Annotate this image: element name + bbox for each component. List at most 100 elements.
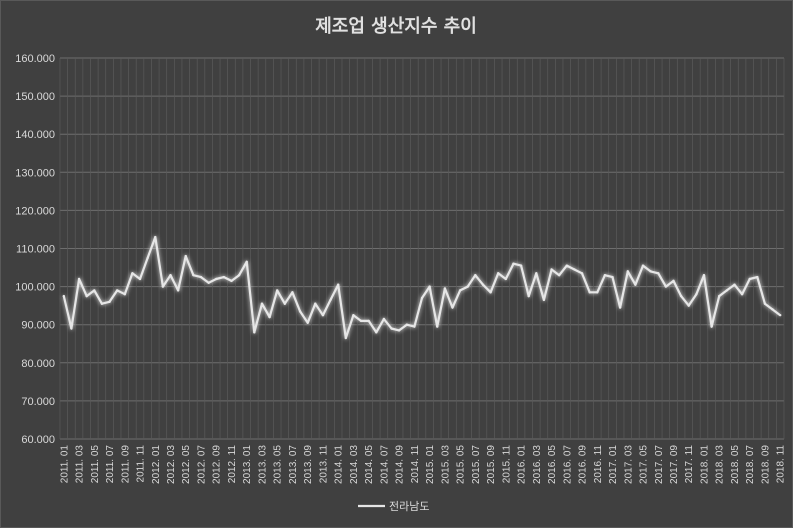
data-point: [100, 302, 104, 305]
x-tick-label: 2016. 11: [593, 445, 604, 484]
data-point: [504, 277, 508, 281]
data-point: [382, 317, 386, 321]
x-tick-label: 2013. 01: [242, 445, 253, 484]
data-point: [725, 289, 729, 292]
data-point: [138, 277, 142, 281]
x-tick-label: 2016. 01: [517, 445, 528, 484]
x-tick-label: 2011. 05: [90, 445, 101, 484]
x-tick-label: 2016. 03: [532, 445, 543, 484]
data-point: [253, 331, 256, 334]
data-point: [436, 325, 439, 328]
data-point: [367, 319, 370, 323]
data-point: [420, 296, 424, 300]
data-point: [611, 275, 614, 279]
x-tick-label: 2012. 11: [227, 445, 238, 484]
legend-label: 전라남도: [389, 500, 429, 513]
data-point: [123, 293, 126, 296]
data-point: [344, 336, 347, 340]
data-point: [428, 285, 431, 288]
x-tick-label: 2018. 07: [745, 445, 756, 484]
x-tick-label: 2015. 01: [425, 445, 436, 484]
x-tick-label: 2013. 05: [273, 445, 284, 484]
data-point: [458, 289, 462, 292]
data-point: [405, 323, 408, 326]
x-tick-label: 2013. 03: [257, 445, 268, 484]
data-point: [778, 313, 782, 317]
data-point: [550, 268, 553, 271]
data-point: [85, 294, 88, 298]
x-tick-label: 2018. 09: [760, 445, 771, 484]
y-tick-label: 70.000: [21, 396, 55, 408]
x-tick-label: 2011. 11: [136, 445, 147, 483]
data-point: [291, 291, 294, 294]
data-point: [481, 283, 485, 286]
data-point: [664, 285, 668, 288]
data-point: [70, 327, 73, 330]
data-point: [245, 260, 248, 264]
x-tick-label: 2017. 11: [684, 445, 695, 484]
data-point: [306, 321, 309, 324]
data-point: [314, 302, 317, 305]
x-tick-label: 2016. 07: [562, 445, 573, 484]
data-point: [710, 325, 713, 328]
x-tick-label: 2011. 03: [75, 445, 86, 484]
series-layer: [62, 235, 782, 340]
x-tick-label: 2017. 07: [654, 445, 665, 484]
x-tick-label: 2012. 01: [151, 445, 162, 484]
data-point: [565, 264, 568, 267]
data-point: [679, 294, 683, 298]
x-tick-label: 2015. 03: [440, 445, 451, 484]
x-tick-label: 2018. 01: [699, 445, 710, 484]
y-axis: 60.000 70.000 80.000 90.000 100.000 110.000 12…: [15, 53, 55, 446]
data-point: [161, 285, 165, 288]
x-tick-label: 2012. 07: [196, 445, 207, 484]
data-point: [527, 294, 530, 298]
x-tick-label: 2015. 09: [486, 445, 497, 484]
data-point: [321, 313, 325, 317]
data-point: [77, 277, 81, 281]
data-point: [169, 273, 172, 277]
x-tick-label: 2017. 09: [669, 445, 680, 484]
x-tick-label: 2014. 09: [395, 445, 406, 484]
x-tick-label: 2018. 03: [715, 445, 726, 484]
data-point: [375, 331, 378, 334]
data-point: [596, 291, 599, 294]
x-tick-label: 2014. 05: [364, 445, 375, 484]
data-point: [336, 283, 340, 286]
x-axis: 2011. 01 2011. 03 2011. 05 2011. 07 2011. 09…: [59, 445, 786, 484]
y-tick-label: 60.000: [21, 434, 55, 446]
data-point: [199, 275, 203, 279]
data-point: [230, 279, 233, 283]
x-tick-label: 2014. 07: [379, 445, 390, 484]
data-point: [695, 293, 698, 296]
x-tick-label: 2013. 09: [303, 445, 314, 484]
x-tick-label: 2013. 11: [318, 445, 329, 484]
data-point: [268, 315, 271, 319]
y-tick-label: 120.000: [15, 205, 55, 217]
data-point: [763, 302, 767, 305]
data-point: [702, 273, 706, 277]
x-tick-label: 2014. 11: [410, 445, 421, 484]
data-point: [733, 283, 736, 286]
x-tick-label: 2018. 11: [776, 445, 787, 484]
data-point: [618, 306, 622, 309]
data-point: [329, 298, 332, 302]
data-point: [535, 272, 538, 275]
data-point: [237, 273, 241, 277]
data-point: [222, 275, 226, 279]
data-point: [359, 319, 363, 323]
data-point: [580, 272, 584, 275]
x-tick-label: 2013. 07: [288, 445, 299, 484]
data-point: [276, 289, 279, 292]
x-tick-label: 2017. 05: [639, 445, 650, 484]
y-tick-label: 150.000: [15, 91, 55, 103]
x-tick-label: 2011. 07: [105, 445, 116, 484]
x-tick-label: 2015. 11: [501, 445, 512, 484]
chart-title: 제조업 생산지수 추이: [315, 16, 477, 37]
x-tick-label: 2012. 03: [166, 445, 177, 484]
data-point: [443, 287, 447, 290]
data-point: [497, 272, 500, 275]
data-point: [131, 272, 134, 275]
